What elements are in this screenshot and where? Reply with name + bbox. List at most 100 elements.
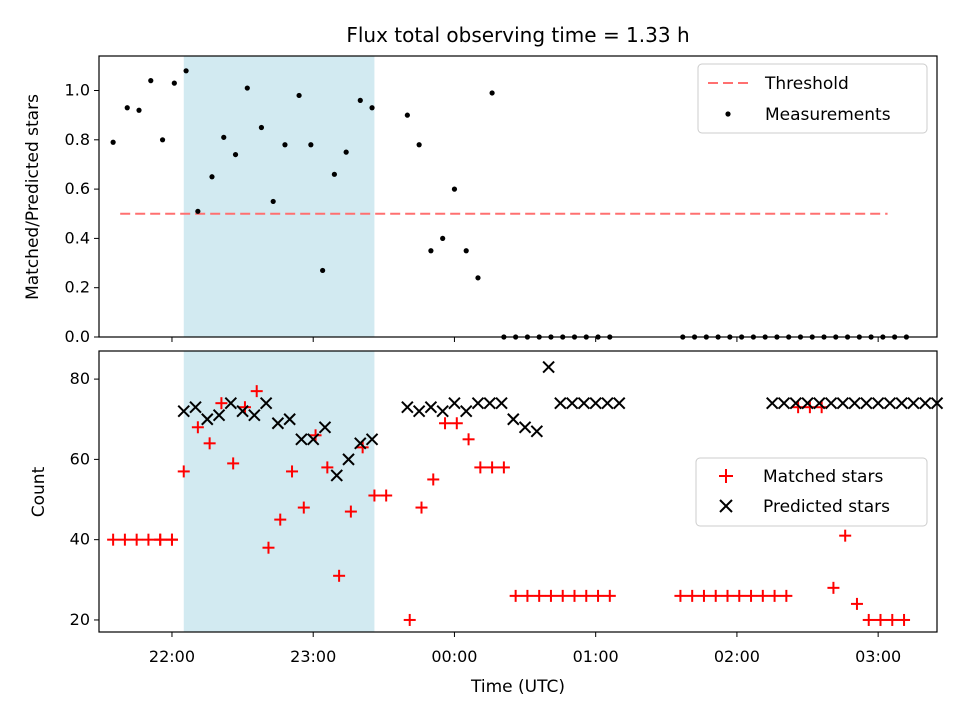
- predicted-star-point: [766, 396, 779, 410]
- top-y-tick-label: 1.0: [65, 81, 90, 100]
- measurement-point: [282, 142, 288, 148]
- measurement-point: [148, 78, 154, 84]
- predicted-star-point: [613, 396, 626, 410]
- matched-star-point: [130, 533, 143, 546]
- measurement-point: [369, 105, 375, 111]
- matched-star-point: [839, 529, 852, 542]
- predicted-star-point: [365, 433, 379, 446]
- predicted-star-point: [777, 396, 791, 410]
- bottom-legend: Matched stars Predicted stars: [695, 457, 928, 527]
- matched-star-point: [403, 613, 416, 626]
- matched-star-point: [356, 441, 369, 454]
- measurement-point: [331, 171, 337, 177]
- measurement-point: [183, 68, 189, 74]
- legend-predicted-swatch: [719, 499, 733, 513]
- bottom-x-tick-label: 01:00: [573, 647, 619, 666]
- measurement-point: [270, 198, 276, 205]
- matched-star-point: [898, 613, 911, 626]
- bottom-x-tick-label: 02:00: [714, 647, 760, 666]
- predicted-star-point: [801, 396, 814, 410]
- matched-star-point: [874, 613, 887, 626]
- matched-star-point: [474, 461, 487, 474]
- predicted-star-point: [342, 453, 355, 466]
- legend-measurement-swatch: [725, 111, 731, 117]
- bottom-axes-frame: [98, 350, 938, 633]
- legend-threshold-label: Threshold: [764, 74, 849, 94]
- matched-star-point: [756, 589, 769, 602]
- matched-star-point: [509, 589, 522, 602]
- measurement-point: [136, 107, 142, 113]
- matched-star-point: [544, 589, 557, 602]
- measurement-point: [463, 248, 469, 254]
- measurement-point: [440, 235, 446, 242]
- predicted-star-point: [495, 396, 508, 410]
- predicted-star-point: [789, 396, 802, 410]
- predicted-star-point: [412, 405, 426, 418]
- matched-star-point: [344, 505, 357, 518]
- predicted-star-point: [577, 396, 591, 410]
- matched-star-point: [191, 421, 204, 434]
- predicted-star-point: [224, 396, 238, 410]
- top-y-axis-label: Matched/Predicted stars: [23, 94, 43, 300]
- matched-star-point: [427, 473, 440, 486]
- measurement-point: [124, 105, 130, 111]
- predicted-star-point: [283, 413, 296, 426]
- matched-star-point: [439, 417, 452, 430]
- matched-star-point: [721, 589, 734, 602]
- matched-star-point: [850, 597, 863, 610]
- measurement-point: [258, 124, 265, 131]
- bottom-panel: 20 40 60 80 22:00 23:00 00:00 01:00 02:00 03:00 T…: [29, 350, 944, 697]
- matched-star-point: [118, 533, 131, 546]
- matched-star-point: [533, 589, 546, 602]
- matched-star-point: [297, 501, 310, 514]
- predicted-star-point: [813, 396, 826, 410]
- measurement-point: [244, 85, 250, 91]
- bottom-x-axis-label: Time (UTC): [470, 677, 565, 697]
- matched-star-point: [674, 589, 687, 602]
- matched-star-point: [603, 589, 616, 602]
- matched-star-point: [827, 581, 840, 594]
- bottom-x-tick-label: 03:00: [855, 647, 901, 666]
- matched-star-point: [203, 437, 216, 450]
- matched-star-point: [286, 465, 299, 478]
- predicted-star-point: [259, 396, 273, 410]
- matched-star-point: [415, 501, 428, 514]
- measurement-point: [221, 134, 227, 140]
- predicted-star-point: [330, 469, 343, 482]
- matched-star-point: [745, 589, 758, 602]
- bottom-y-tick-label: 40: [70, 530, 90, 549]
- measurement-point: [489, 90, 495, 96]
- matched-star-point: [780, 589, 793, 602]
- predicted-star-point: [907, 396, 920, 410]
- predicted-star-point: [883, 396, 897, 410]
- predicted-star-point: [848, 396, 861, 410]
- measurement-point: [416, 142, 422, 148]
- matched-star-point: [486, 461, 499, 474]
- matched-star-point: [862, 613, 875, 626]
- matched-star-point: [568, 589, 581, 602]
- measurement-point: [159, 137, 166, 143]
- legend-predicted-label: Predicted stars: [763, 497, 890, 517]
- predicted-star-point: [236, 405, 249, 418]
- matched-star-point: [709, 589, 722, 602]
- predicted-star-point: [895, 396, 908, 410]
- matched-star-point: [274, 513, 287, 526]
- matched-star-point: [768, 589, 781, 602]
- predicted-star-point: [448, 396, 461, 410]
- measurement-point: [343, 149, 349, 155]
- matched-star-point: [521, 589, 534, 602]
- predicted-star-point: [507, 413, 520, 426]
- predicted-star-point: [471, 396, 485, 410]
- matched-star-point: [592, 589, 605, 602]
- measurement-point: [110, 139, 116, 145]
- legend-matched-swatch: [719, 469, 733, 483]
- chart-title: Flux total observing time = 1.33 h: [346, 23, 689, 47]
- predicted-star-point: [871, 396, 885, 410]
- predicted-star-point: [307, 433, 320, 446]
- matched-star-point: [886, 613, 899, 626]
- matched-star-point: [309, 429, 322, 442]
- bottom-y-tick-label: 80: [70, 369, 90, 388]
- bottom-y-tick-label: 60: [70, 449, 90, 468]
- bottom-x-tick-label: 22:00: [149, 647, 195, 666]
